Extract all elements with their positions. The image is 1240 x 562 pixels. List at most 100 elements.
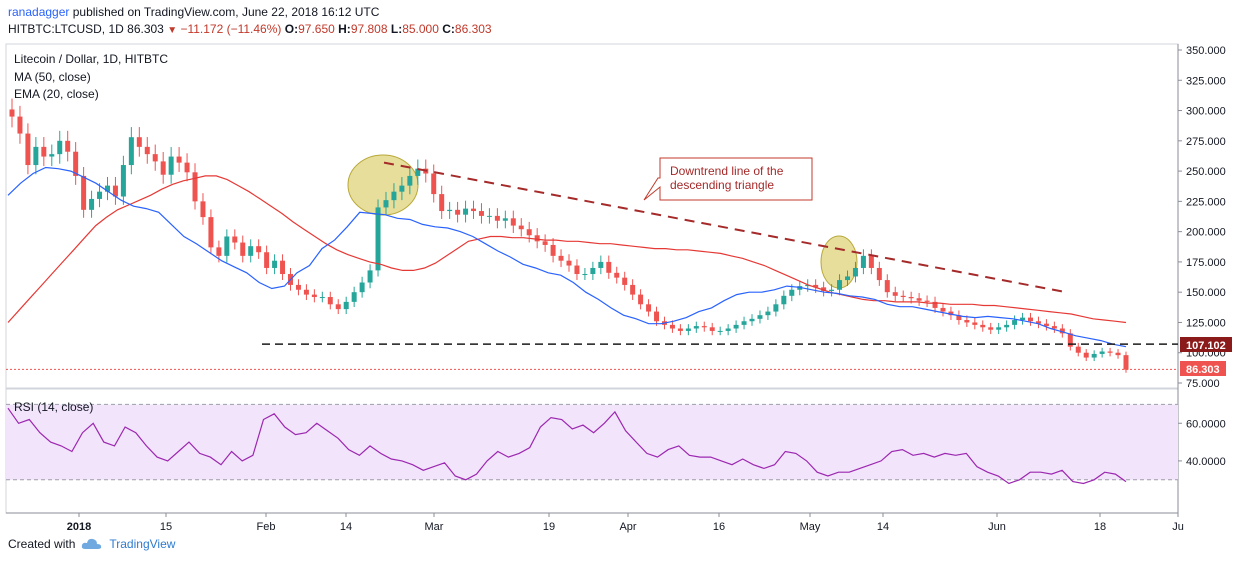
candle-body [367,270,373,283]
price-tick-label: 175.000 [1186,257,1226,269]
candle-body [208,217,214,248]
candle-body [1083,352,1089,358]
candle-body [868,255,874,268]
price-change: −11.172 (−11.46%) [180,22,282,36]
candle-body [980,324,986,328]
candle-body [447,209,453,212]
candle-body [900,295,906,298]
legend-title: Litecoin / Dollar, 1D, HITBTC [14,52,168,66]
main-pane[interactable] [5,43,1179,389]
candle-body [860,255,866,268]
candle-body [168,156,174,175]
candle-body [550,244,556,256]
candle-body [566,260,572,266]
candle-body [558,255,564,261]
candle-body [916,298,922,301]
candle-body [25,133,31,166]
candle-body [1091,353,1097,358]
candle-body [972,322,978,325]
candle-body [104,185,110,192]
candle-body [455,209,461,215]
candle-body [359,282,365,293]
indicators [7,166,1127,485]
candle-body [33,146,39,166]
candle-body [280,260,286,275]
rsi-axis[interactable]: 60.0000 40.0000 [1178,418,1226,468]
candle-body [964,320,970,323]
candle-body [240,242,246,256]
candle-body [1028,317,1034,322]
candle-body [622,277,628,285]
candle-body [884,280,890,293]
candle-body [630,284,636,295]
price-axis[interactable]: 350.000 325.000 300.000 275.000 250.000 225.0… [1178,45,1226,390]
candle-body [502,218,508,221]
chart-header: ranadagger published on TradingView.com,… [0,0,1240,40]
candle-body [128,137,134,166]
candle-body [303,289,309,295]
annotation-callout[interactable] [643,157,813,201]
candle-body [224,236,230,256]
time-tick-label: 14 [877,521,889,533]
candle-body [1099,351,1105,354]
candle-body [81,175,87,210]
candle-body [932,301,938,308]
time-tick-label: Jun [988,521,1006,533]
candle-body [152,154,158,162]
candle-body [415,168,421,176]
candle-body [264,252,270,268]
candle-body [510,218,516,226]
ohlc-info: HITBTC:LTCUSD, 1D 86.303 ▼ −11.172 (−11.… [8,22,492,36]
candle-body [407,175,413,186]
price-tick-label: 150.000 [1186,287,1226,299]
candle-body [9,109,15,117]
candle-body [1059,328,1065,334]
down-arrow-icon: ▼ [167,25,178,36]
last-price-text: 86.303 [1186,364,1220,376]
time-tick-label: 18 [1094,521,1106,533]
tradingview-link[interactable]: TradingView [109,537,176,551]
tradingview-cloud-icon [82,538,102,549]
candle-body [486,215,492,217]
time-tick-label: 16 [713,521,725,533]
candle-body [160,161,166,175]
time-tick-label: Feb [257,521,276,533]
rsi-line [7,407,1127,485]
candle-body [295,284,301,290]
candle-body [693,326,699,329]
candle-body [192,172,198,202]
candle-body [526,229,532,236]
price-chart[interactable]: 350.000 325.000 300.000 275.000 250.000 225.0… [0,40,1240,550]
candle-body [1051,326,1057,329]
time-tick-label: May [800,521,821,533]
candle-body [805,284,811,287]
time-axis[interactable]: 2018 15 Feb 14 Mar 19 Apr 16 May 14 Jun 18 Ju [67,513,1184,533]
candle-body [383,200,389,208]
time-tick-label: Mar [425,521,444,533]
candle-body [232,236,238,243]
candle-body [876,267,882,281]
candle-body [1123,355,1129,370]
candle-body [89,198,95,210]
candle-body [1004,324,1010,328]
candle-body [669,324,675,329]
candle-body [988,327,994,330]
candle-body [319,297,325,299]
candle-body [184,162,190,173]
price-tick-label: 350.000 [1186,45,1226,57]
price-tick-label: 125.000 [1186,317,1226,329]
candle-body [248,246,254,256]
candle-body [582,274,588,276]
author-link[interactable]: ranadagger [8,5,70,19]
candle-body [590,267,596,275]
candle-body [741,321,747,325]
legend-ema: EMA (20, close) [14,87,99,101]
candle-body [256,246,262,253]
candle-body [335,304,341,310]
candle-body [57,140,63,155]
candle-body [1043,323,1049,327]
annotation-line-1: Downtrend line of the [670,164,784,178]
candle-body [725,328,731,331]
candle-body [431,173,437,195]
publish-info: ranadagger published on TradingView.com,… [8,5,379,19]
